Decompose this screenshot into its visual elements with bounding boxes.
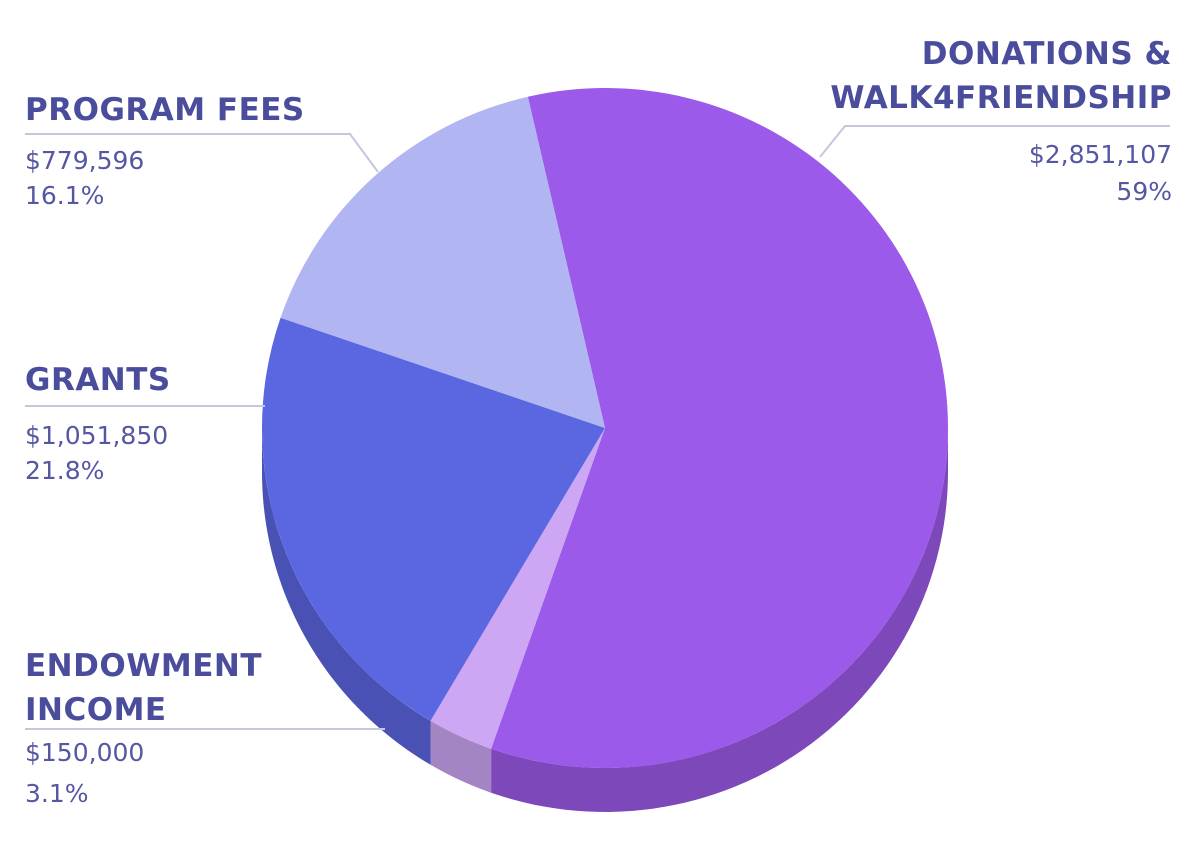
category-label: GRANTS (25, 362, 171, 398)
pie-slice (261, 317, 605, 721)
leader-line (819, 125, 1170, 158)
value-label: $2,851,107 (1028, 140, 1172, 169)
slice-side (430, 720, 492, 793)
pie-slice (430, 428, 605, 749)
slice-side (491, 428, 948, 812)
percentage-label: 59% (1116, 177, 1172, 206)
slice-side (262, 428, 431, 765)
value-label: $150,000 (25, 738, 145, 767)
category-label: DONATIONS & WALK4FRIENDSHIP (830, 36, 1172, 116)
percentage-label: 16.1% (25, 181, 105, 210)
percentage-label: 21.8% (25, 456, 105, 485)
pie-slice (491, 87, 948, 768)
value-label: $779,596 (25, 146, 145, 175)
pie-slice (280, 96, 605, 429)
percentage-label: 3.1% (25, 779, 89, 808)
category-label: PROGRAM FEES (25, 92, 305, 128)
leader-line (25, 133, 379, 173)
category-label: ENDOWMENT INCOME (25, 648, 263, 728)
value-label: $1,051,850 (25, 421, 169, 450)
